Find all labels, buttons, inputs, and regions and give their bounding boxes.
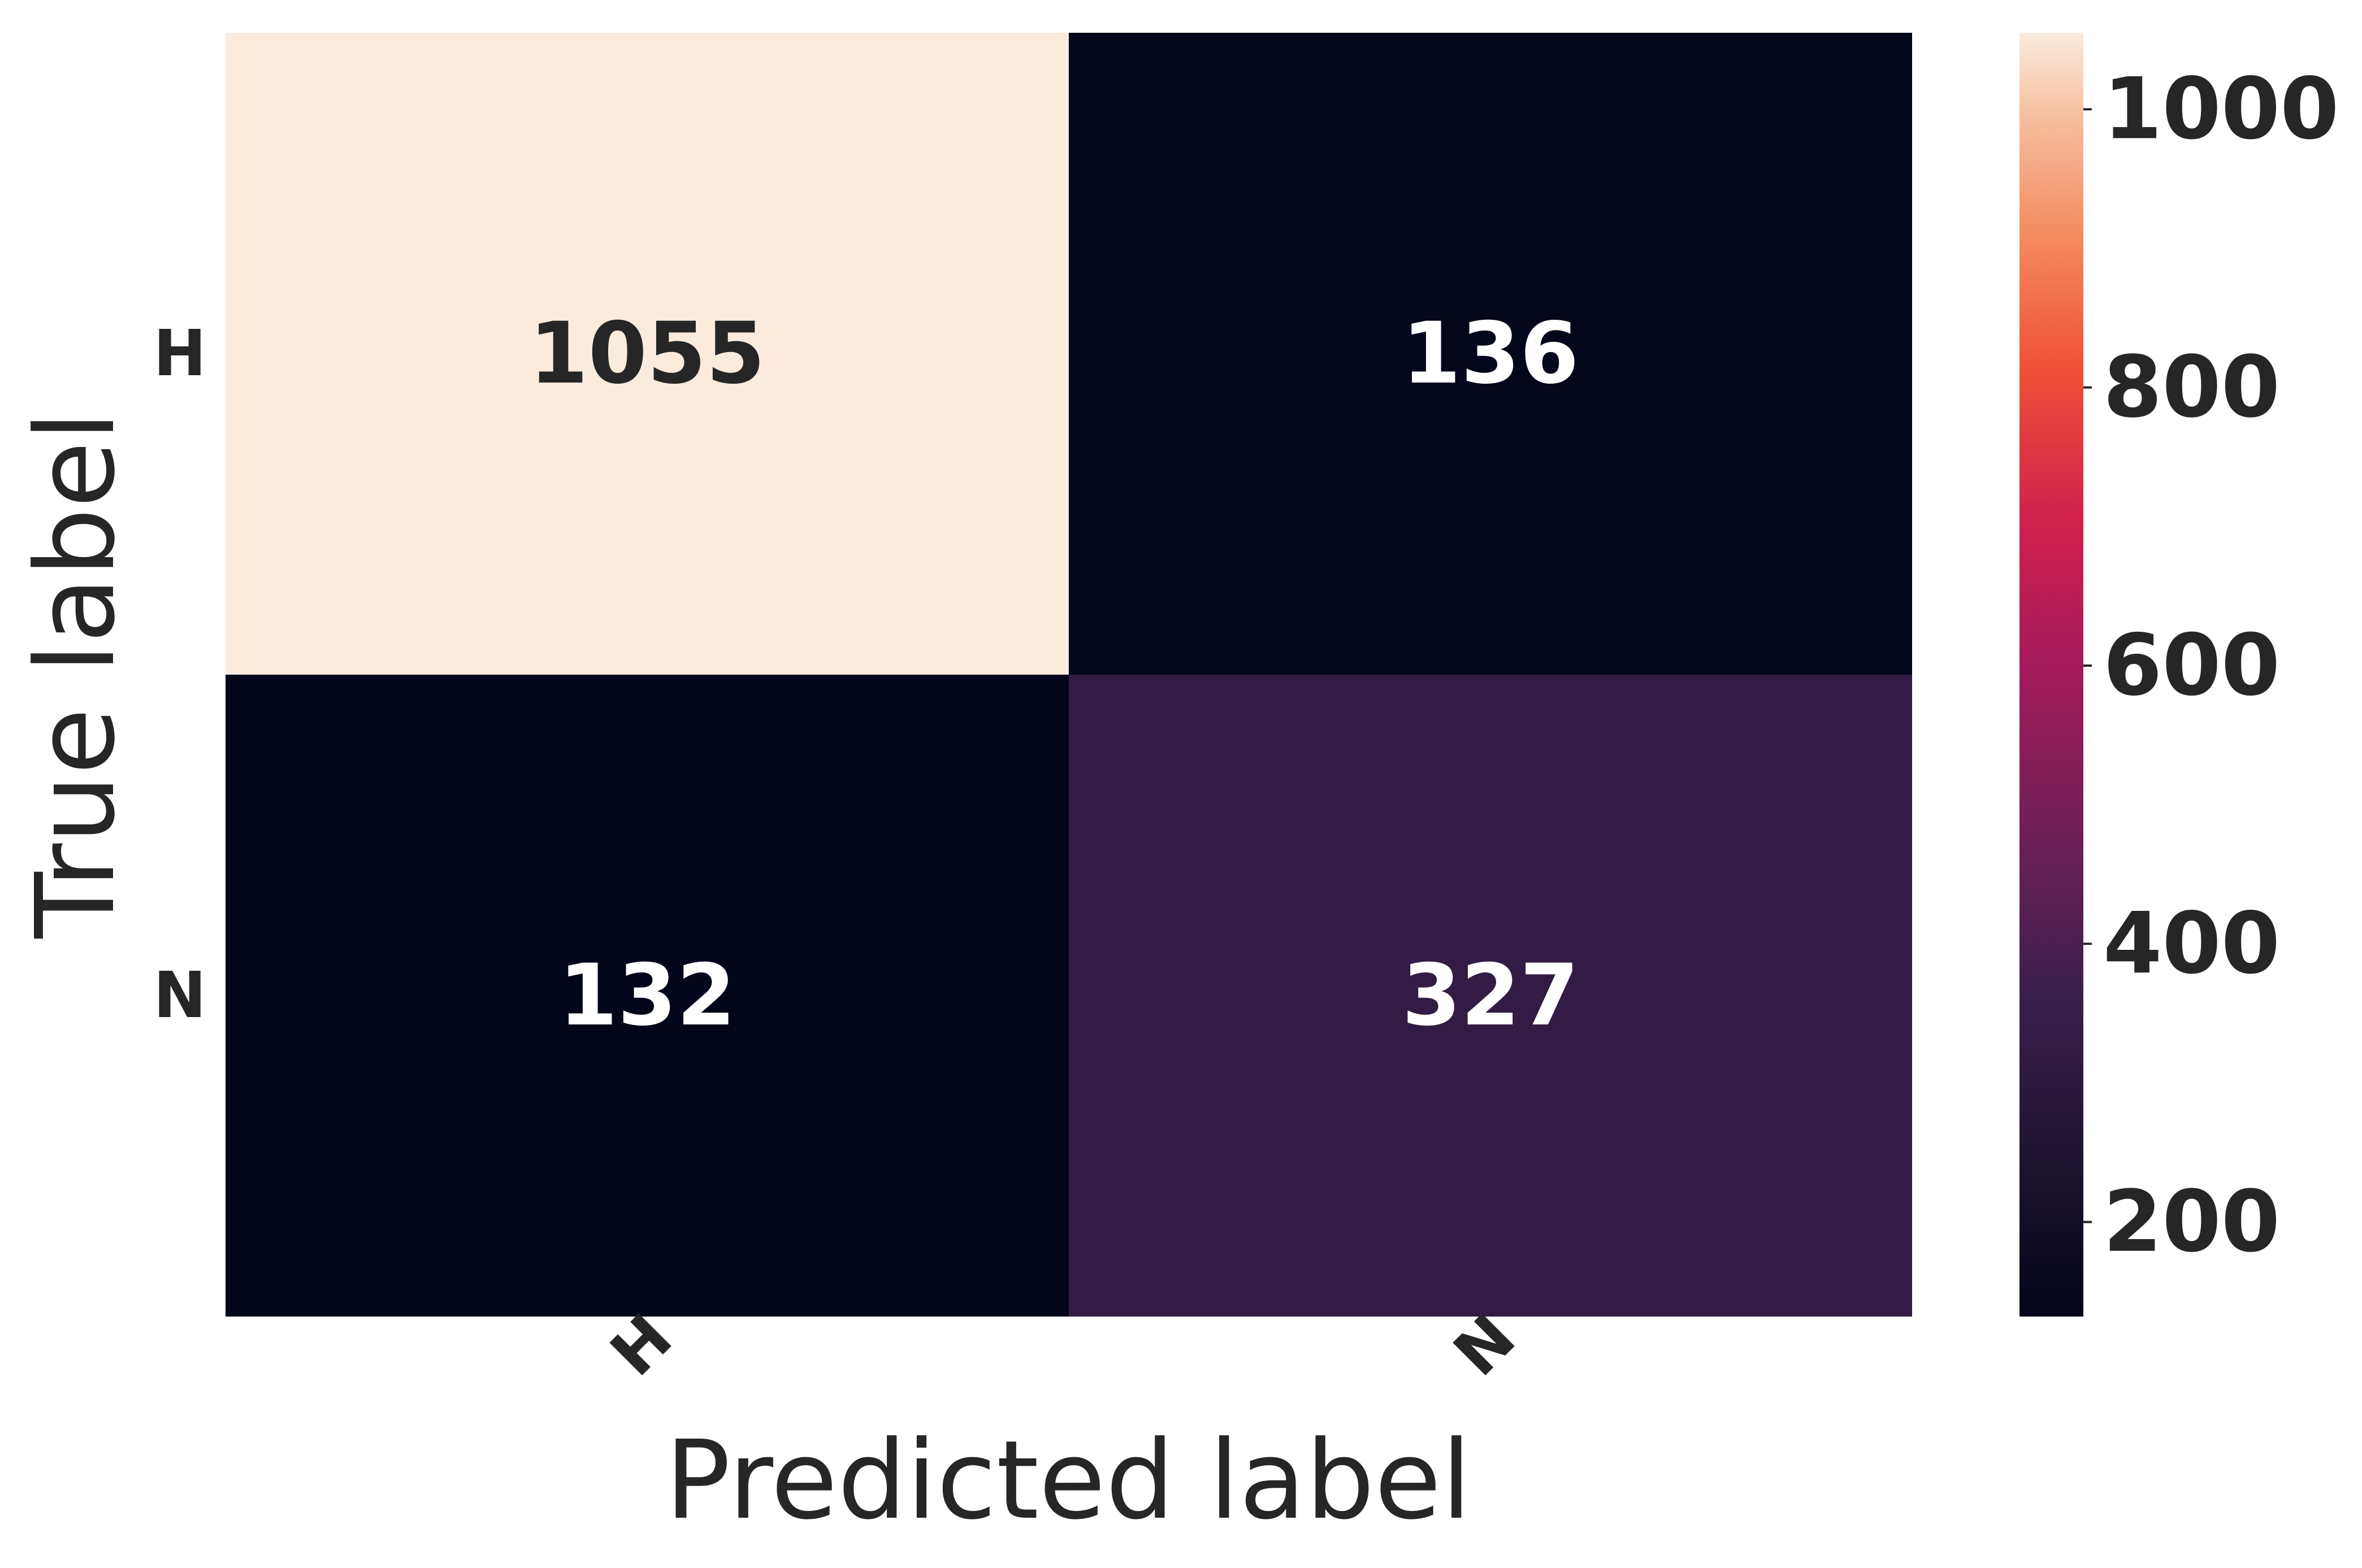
heatmap-cell-labels: 1055 136 132 327 [529,305,1579,1045]
y-tick-labels: HN [153,317,206,1032]
colorbar-tick-labels: 200 400 600 800 1000 [2083,60,2339,1271]
cell-value-label: 132 [558,946,735,1045]
colorbar-tick-label: 600 [2103,616,2280,715]
cell-value-label: 327 [1402,946,1579,1045]
heatmap-cells [226,33,1912,1317]
heatmap-cell-N-N [1069,675,1912,1317]
colorbar-tick-label: 800 [2103,338,2280,437]
heatmap-cell-N-H [226,675,1069,1317]
cell-value-label: 1055 [529,305,765,403]
cell-value-label: 136 [1402,305,1579,403]
heatmap-cell-H-N [1069,33,1912,675]
heatmap-cell-H-H [226,33,1069,675]
y-axis-label: True label [13,411,139,939]
colorbar-tick-label: 400 [2103,894,2280,993]
x-axis-label: Predicted label [665,1418,1472,1544]
colorbar [2019,33,2083,1317]
colorbar-tick-label: 200 [2103,1173,2280,1271]
y-tick-label: N [153,959,206,1032]
colorbar-tick-label: 1000 [2103,60,2339,158]
y-tick-label: H [153,317,206,390]
